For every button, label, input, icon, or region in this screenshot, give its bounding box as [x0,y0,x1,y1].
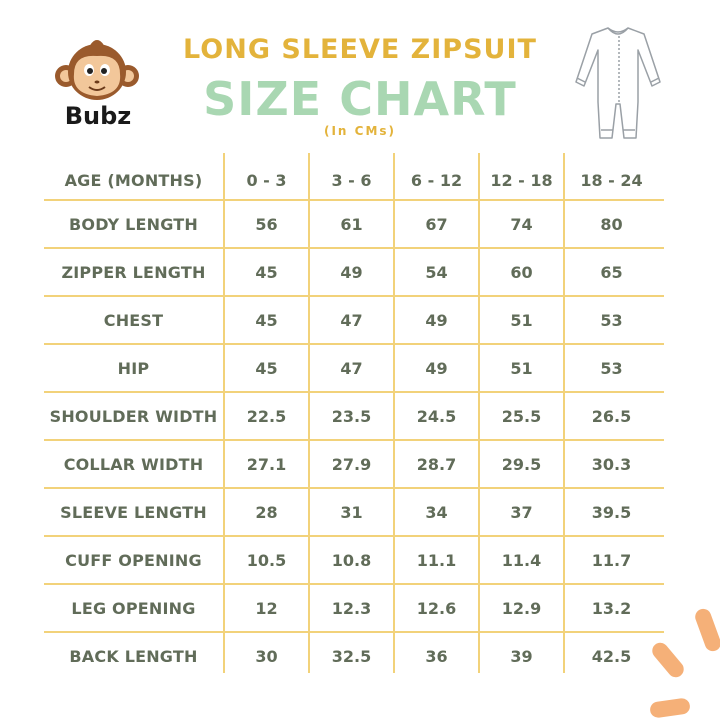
row-divider [44,535,664,537]
row-label: BODY LENGTH [69,214,198,234]
table-cell: 10.5 [246,550,287,570]
table-cell: 45 [255,358,278,378]
table-cell: 67 [425,214,448,234]
table-cell: 47 [340,358,363,378]
column-header: 12 - 18 [490,170,553,190]
row-divider [44,343,664,345]
row-divider [44,631,664,633]
row-label: BACK LENGTH [69,646,198,666]
table-cell: 10.8 [331,550,372,570]
row-label: SLEEVE LENGTH [60,502,207,522]
table-cell: 80 [600,214,623,234]
table-cell: 24.5 [416,406,457,426]
table-cell: 47 [340,310,363,330]
row-label: CHEST [103,310,164,330]
brand-name: Bubz [64,102,132,130]
row-label: CUFF OPENING [65,550,202,570]
table-cell: 49 [425,358,448,378]
monkey-face-icon [55,40,139,100]
row-divider [44,487,664,489]
column-header: 6 - 12 [410,170,463,190]
table-cell: 54 [425,262,448,282]
table-cell: 42.5 [591,646,632,666]
table-cell: 12.9 [501,598,542,618]
table-cell: 30.3 [591,454,632,474]
table-cell: 36 [425,646,448,666]
row-divider [44,247,664,249]
column-header: 18 - 24 [580,170,643,190]
column-divider [393,153,395,673]
table-cell: 13.2 [591,598,632,618]
row-label: SHOULDER WIDTH [49,406,218,426]
table-cell: 37 [510,502,533,522]
units-note: (In CMs) [323,124,397,138]
table-cell: 60 [510,262,533,282]
table-cell: 29.5 [501,454,542,474]
table-cell: 28 [255,502,278,522]
table-cell: 23.5 [331,406,372,426]
table-cell: 12.6 [416,598,457,618]
brand-logo [52,40,142,140]
table-cell: 26.5 [591,406,632,426]
table-cell: 51 [510,358,533,378]
table-cell: 51 [510,310,533,330]
table-cell: 74 [510,214,533,234]
table-cell: 39.5 [591,502,632,522]
table-cell: 11.1 [416,550,457,570]
table-cell: 32.5 [331,646,372,666]
row-label: COLLAR WIDTH [63,454,204,474]
row-label: LEG OPENING [71,598,196,618]
table-cell: 45 [255,262,278,282]
table-cell: 49 [425,310,448,330]
table-cell: 30 [255,646,278,666]
column-header: 3 - 6 [331,170,372,190]
table-cell: 12.3 [331,598,372,618]
table-cell: 61 [340,214,363,234]
table-cell: 65 [600,262,623,282]
table-cell: 11.4 [501,550,542,570]
table-cell: 28.7 [416,454,457,474]
table-cell: 27.9 [331,454,372,474]
row-label: HIP [117,358,150,378]
table-cell: 12 [255,598,278,618]
table-cell: 53 [600,310,623,330]
table-cell: 53 [600,358,623,378]
column-header: AGE (MONTHS) [64,170,203,190]
table-cell: 25.5 [501,406,542,426]
decor-dash [692,606,720,654]
table-cell: 22.5 [246,406,287,426]
page-title: SIZE CHART [203,72,517,126]
row-divider [44,439,664,441]
table-cell: 45 [255,310,278,330]
column-header: 0 - 3 [246,170,287,190]
product-headline: LONG SLEEVE ZIPSUIT [183,34,537,65]
row-divider [44,583,664,585]
column-divider [308,153,310,673]
decor-dash [649,697,691,719]
table-cell: 49 [340,262,363,282]
row-divider [44,391,664,393]
table-cell: 34 [425,502,448,522]
row-divider [44,295,664,297]
table-cell: 31 [340,502,363,522]
table-cell: 39 [510,646,533,666]
table-cell: 11.7 [591,550,632,570]
row-label: ZIPPER LENGTH [61,262,206,282]
zipsuit-outline-icon [572,20,664,149]
table-cell: 27.1 [246,454,287,474]
column-divider [478,153,480,673]
column-divider [223,153,225,673]
row-divider [44,199,664,201]
column-divider [563,153,565,673]
table-cell: 56 [255,214,278,234]
